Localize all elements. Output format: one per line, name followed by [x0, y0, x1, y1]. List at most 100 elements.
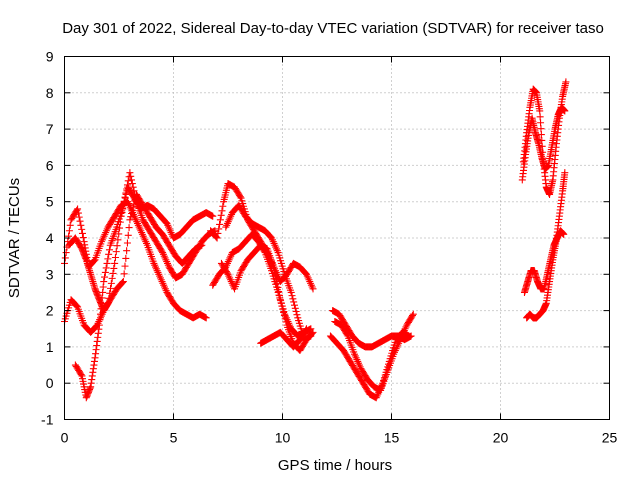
data-point: [125, 224, 133, 232]
data-point: [73, 302, 81, 310]
data-point: [100, 278, 108, 286]
series-12: [331, 310, 417, 394]
data-point: [307, 332, 315, 340]
data-point: [202, 314, 210, 322]
data-point: [537, 125, 545, 133]
data-point: [270, 263, 278, 271]
data-point: [302, 325, 310, 333]
data-point: [128, 206, 136, 214]
data-point: [309, 328, 317, 336]
data-point: [288, 292, 296, 300]
data-point: [109, 269, 117, 277]
data-point: [212, 233, 220, 241]
data-point: [539, 148, 547, 156]
series-4: [71, 169, 219, 402]
data-point: [276, 292, 284, 300]
y-tick-label: 7: [46, 121, 54, 137]
data-point: [280, 308, 288, 316]
data-point: [216, 216, 224, 224]
data-point: [218, 207, 226, 215]
data-point: [76, 217, 84, 225]
data-point: [127, 172, 135, 180]
data-point: [74, 209, 82, 217]
data-point: [122, 254, 130, 262]
y-tick-label: 3: [46, 266, 54, 282]
y-tick-label: 5: [46, 194, 54, 210]
y-axis-label: SDTVAR / TECUs: [6, 178, 23, 298]
data-point: [293, 311, 301, 319]
data-point: [219, 202, 227, 210]
y-tick-label: 9: [46, 49, 54, 65]
data-point: [271, 271, 279, 279]
data-point: [562, 78, 570, 86]
data-point: [536, 107, 544, 115]
data-point: [223, 269, 231, 277]
data-point: [124, 177, 132, 185]
x-axis-label: GPS time / hours: [278, 457, 392, 474]
series-16: [523, 169, 569, 322]
data-point: [130, 187, 138, 195]
data-point: [104, 255, 112, 263]
data-point: [120, 197, 128, 205]
data-point: [278, 302, 286, 310]
data-point: [560, 230, 568, 238]
data-point: [213, 234, 221, 242]
data-point: [129, 183, 137, 191]
data-point: [113, 242, 121, 250]
x-tick-label: 25: [602, 430, 618, 446]
data-point: [561, 169, 569, 177]
data-point: [309, 285, 317, 293]
data-point: [537, 131, 545, 139]
y-tick-label: 4: [46, 230, 54, 246]
data-point: [276, 296, 284, 304]
data-point: [105, 246, 113, 254]
data-point: [561, 107, 569, 115]
data-point: [114, 236, 122, 244]
data-point: [123, 239, 131, 247]
data-point: [272, 275, 280, 283]
x-tick-label: 15: [384, 430, 400, 446]
data-point: [281, 315, 289, 323]
data-point: [343, 331, 351, 339]
series-9: [257, 325, 310, 351]
data-point: [65, 227, 73, 235]
data-point: [77, 371, 85, 379]
data-markers: [61, 78, 570, 402]
data-point: [277, 299, 285, 307]
y-tick-label: 1: [46, 339, 54, 355]
data-point: [407, 332, 415, 340]
data-point: [537, 119, 545, 127]
data-point: [74, 205, 82, 213]
data-point: [119, 278, 127, 286]
data-point: [77, 221, 85, 229]
data-point: [121, 193, 129, 201]
data-point: [112, 248, 120, 256]
data-point: [290, 298, 298, 306]
y-tick-label: 8: [46, 85, 54, 101]
data-point: [101, 268, 109, 276]
data-point: [209, 212, 217, 220]
data-point: [126, 169, 134, 177]
data-point: [279, 305, 287, 313]
data-point: [292, 308, 300, 316]
data-point: [538, 136, 546, 144]
data-point: [128, 209, 136, 217]
y-tick-label: 0: [46, 375, 54, 391]
data-point: [110, 264, 118, 272]
data-point: [123, 181, 131, 189]
data-point: [66, 221, 74, 229]
data-point: [132, 194, 140, 202]
data-point: [122, 189, 130, 197]
data-point: [280, 312, 288, 320]
data-point: [291, 304, 299, 312]
data-point: [126, 216, 134, 224]
data-point: [119, 278, 127, 286]
data-point: [107, 279, 115, 287]
series-3: [65, 183, 217, 315]
data-point: [101, 273, 109, 281]
x-tick-label: 0: [61, 430, 69, 446]
y-tick-label: -1: [41, 412, 54, 428]
data-point: [129, 203, 137, 211]
